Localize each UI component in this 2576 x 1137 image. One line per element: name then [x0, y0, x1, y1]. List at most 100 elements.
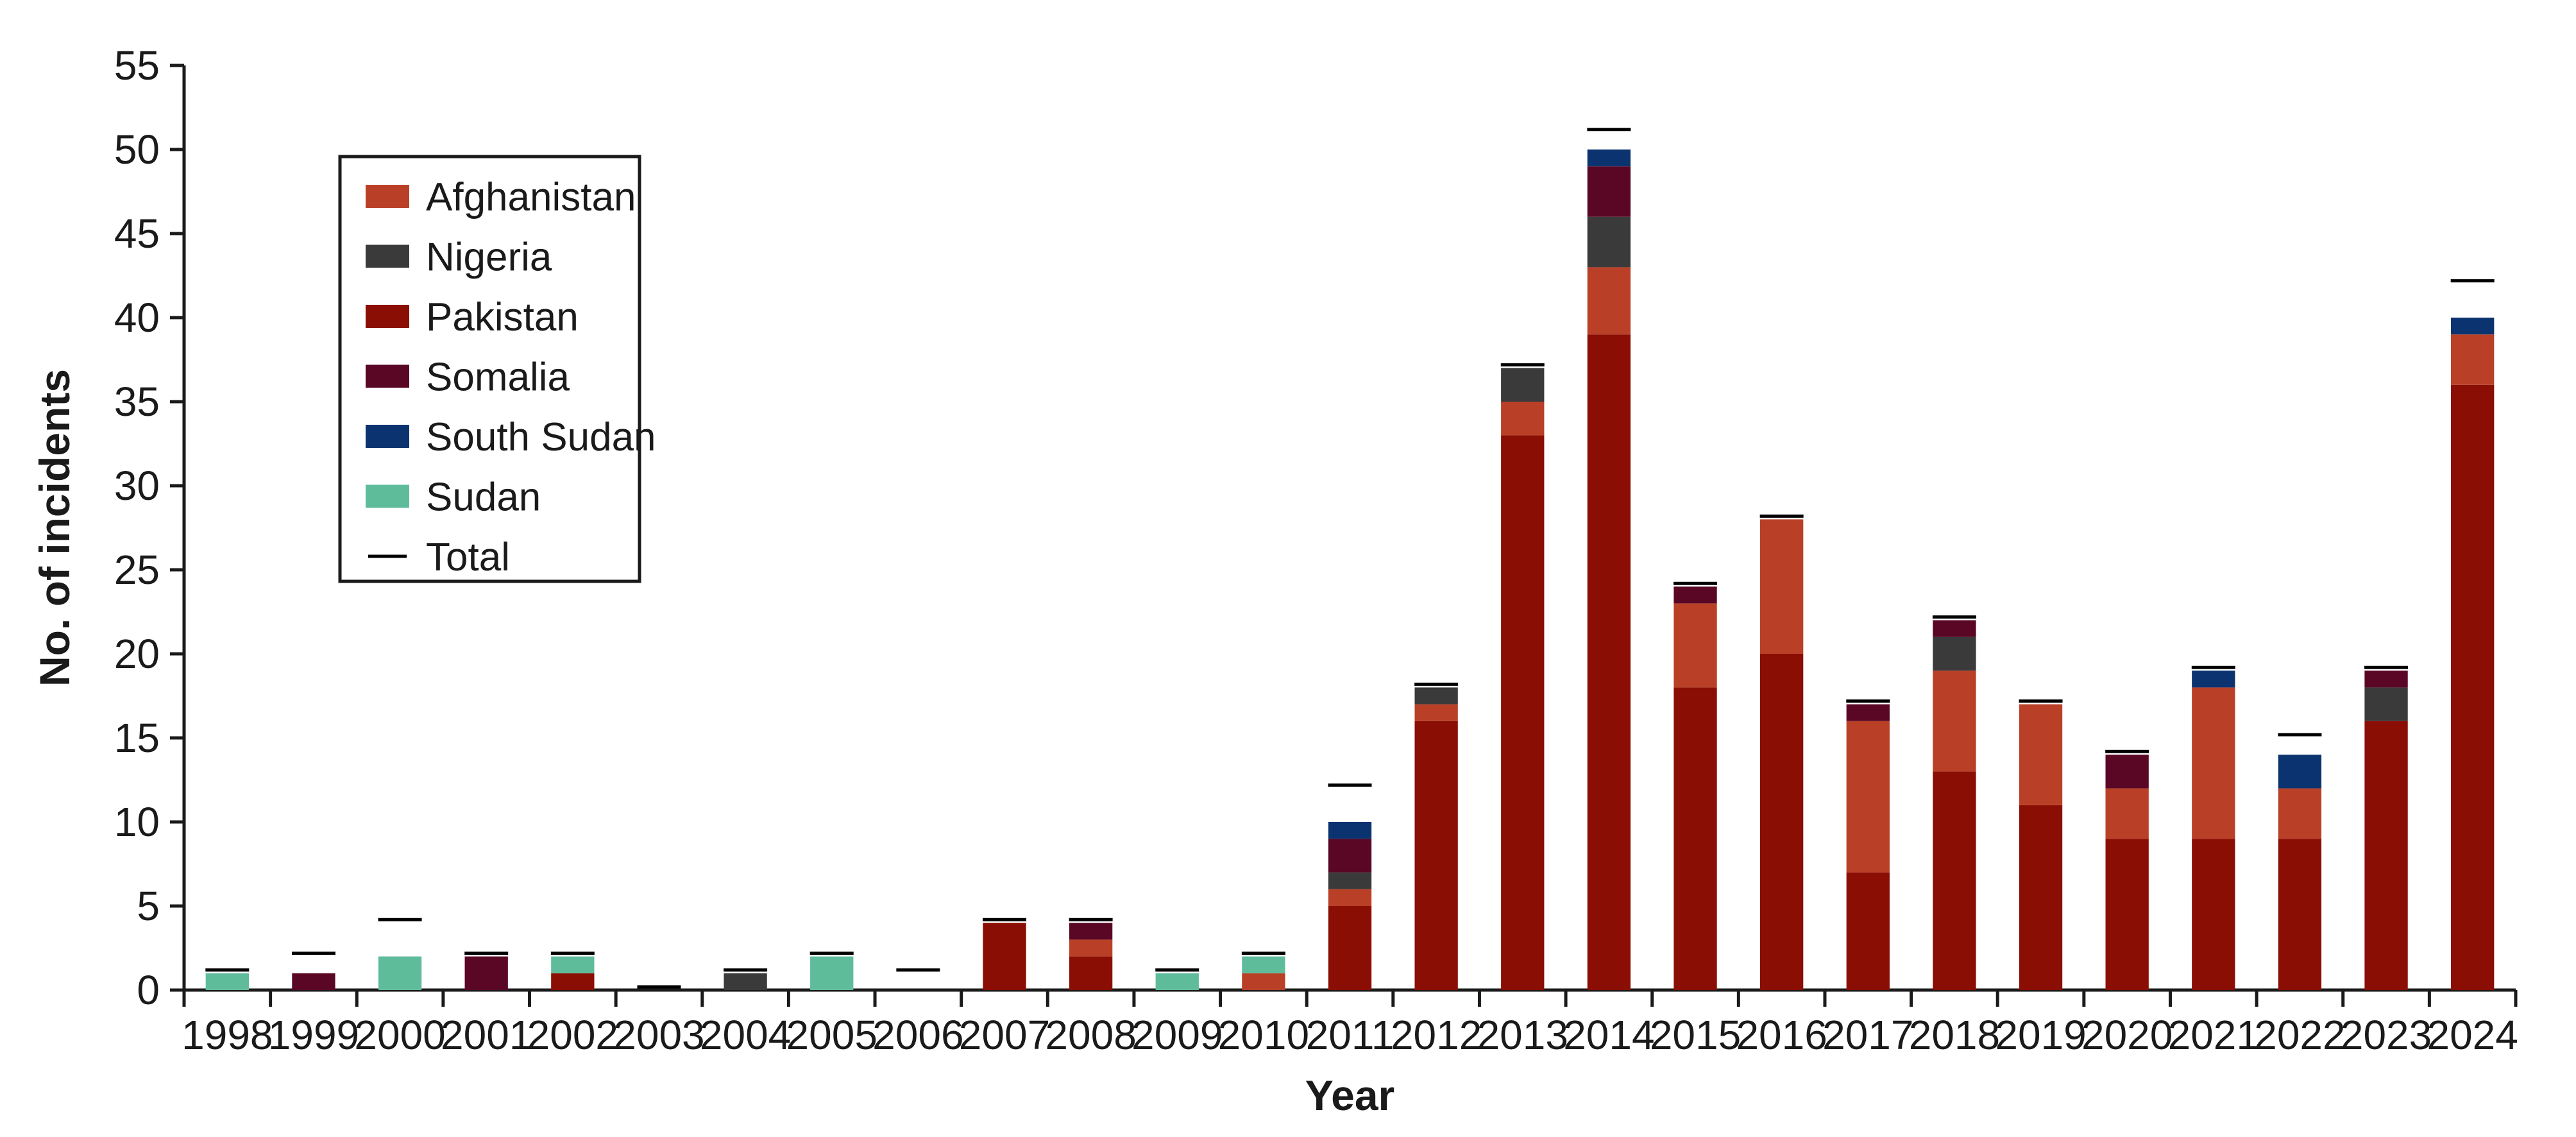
- legend-label-afghanistan: Afghanistan: [426, 175, 636, 219]
- y-axis: 0 5 10 15 20 25 30 35 40 45 50 55: [114, 42, 186, 1013]
- x-tick-label: 1999: [268, 1012, 359, 1058]
- bar-somalia-2001: [464, 956, 508, 990]
- bar-afghanistan-2017: [1846, 721, 1890, 873]
- bar-somalia-2017: [1846, 704, 1890, 721]
- x-tick-label: 2010: [1218, 1012, 1309, 1058]
- y-tick-label: 0: [137, 967, 160, 1013]
- bar-afghanistan-2019: [2019, 704, 2063, 805]
- bar-afghanistan-2012: [1414, 704, 1458, 721]
- y-tick-label: 15: [114, 715, 160, 761]
- x-tick-label: 2004: [700, 1012, 791, 1058]
- x-tick-label: 2016: [1736, 1012, 1827, 1058]
- bar-pakistan-2014: [1587, 334, 1631, 990]
- bar-somalia-2008: [1069, 923, 1113, 940]
- x-tick-label: 2023: [2341, 1012, 2432, 1058]
- bar-pakistan-2024: [2451, 384, 2495, 990]
- x-tick-label: 2002: [527, 1012, 618, 1058]
- bar-pakistan-2013: [1501, 435, 1545, 990]
- y-axis-title: No. of incidents: [31, 369, 78, 687]
- x-tick-label: 2003: [613, 1012, 704, 1058]
- bar-afghanistan-2014: [1587, 267, 1631, 335]
- bar-pakistan-2015: [1674, 687, 1717, 990]
- bar-afghanistan-2020: [2105, 788, 2149, 839]
- y-tick-label: 5: [137, 883, 160, 929]
- bar-pakistan-2020: [2105, 839, 2149, 990]
- x-tick-label: 2022: [2254, 1012, 2345, 1058]
- bar-nigeria-2018: [1933, 637, 1976, 671]
- legend-label-south-sudan: South Sudan: [426, 415, 656, 459]
- y-tick-label: 50: [114, 126, 160, 173]
- x-tick-label: 2019: [1995, 1012, 2086, 1058]
- bar-sudan-2002: [551, 956, 595, 973]
- bar-south-sudan-2014: [1587, 150, 1631, 167]
- bar-pakistan-2022: [2278, 839, 2322, 990]
- bar-pakistan-2002: [551, 973, 595, 990]
- y-tick-label: 25: [114, 547, 160, 593]
- x-axis-title: Year: [1305, 1072, 1394, 1119]
- legend-label-somalia: Somalia: [426, 355, 570, 400]
- bar-somalia-2018: [1933, 620, 1976, 637]
- bar-pakistan-2007: [983, 923, 1026, 990]
- y-tick-label: 35: [114, 379, 160, 425]
- bar-afghanistan-2022: [2278, 788, 2322, 839]
- bar-somalia-2011: [1328, 839, 1372, 873]
- legend-swatch-south-sudan: [366, 425, 409, 448]
- total-markers: [205, 128, 2495, 989]
- bar-nigeria-2023: [2364, 687, 2408, 721]
- bar-somalia-2023: [2364, 671, 2408, 688]
- x-tick-label: 2021: [2168, 1012, 2259, 1058]
- y-tick-label: 10: [114, 799, 160, 845]
- x-tick-label: 2015: [1650, 1012, 1741, 1058]
- x-tick-label: 2014: [1563, 1012, 1654, 1058]
- bar-south-sudan-2024: [2451, 318, 2495, 335]
- y-tick-label: 40: [114, 295, 160, 341]
- x-axis: 1998199920002001200220032004200520062007…: [182, 988, 2518, 1058]
- bar-sudan-2010: [1242, 956, 1285, 973]
- legend-swatch-afghanistan: [366, 185, 409, 208]
- bar-sudan-1998: [205, 973, 249, 990]
- x-tick-label: 2012: [1391, 1012, 1482, 1058]
- bar-pakistan-2012: [1414, 721, 1458, 990]
- x-tick-label: 2007: [959, 1012, 1050, 1058]
- bar-pakistan-2018: [1933, 771, 1976, 990]
- bar-afghanistan-2024: [2451, 334, 2495, 385]
- bar-afghanistan-2010: [1242, 973, 1285, 990]
- legend: Afghanistan Nigeria Pakistan Somalia South S…: [338, 155, 656, 583]
- bar-somalia-2020: [2105, 755, 2149, 789]
- bar-south-sudan-2022: [2278, 755, 2322, 789]
- x-tick-label: 2024: [2427, 1012, 2518, 1058]
- x-tick-label: 2017: [1822, 1012, 1913, 1058]
- bar-nigeria-2011: [1328, 872, 1372, 889]
- x-tick-label: 2020: [2081, 1012, 2173, 1058]
- legend-label-sudan: Sudan: [426, 475, 541, 520]
- bar-sudan-2005: [810, 956, 854, 990]
- legend-swatch-pakistan: [366, 305, 409, 328]
- x-tick-label: 2000: [354, 1012, 445, 1058]
- bar-pakistan-2019: [2019, 805, 2063, 990]
- bar-somalia-2015: [1674, 586, 1717, 604]
- bar-nigeria-2014: [1587, 216, 1631, 268]
- y-tick-label: 45: [114, 210, 160, 257]
- bar-afghanistan-2016: [1759, 519, 1804, 654]
- bar-sudan-2000: [378, 956, 422, 990]
- bar-nigeria-2013: [1501, 368, 1545, 402]
- legend-label-nigeria: Nigeria: [426, 235, 552, 280]
- bar-somalia-1999: [292, 973, 335, 990]
- bar-pakistan-2011: [1328, 906, 1372, 990]
- x-tick-label: 2013: [1477, 1012, 1568, 1058]
- bar-afghanistan-2008: [1069, 939, 1113, 957]
- x-tick-label: 2018: [1909, 1012, 2000, 1058]
- bar-pakistan-2016: [1759, 654, 1804, 990]
- legend-swatch-somalia: [366, 364, 409, 388]
- bar-somalia-2014: [1587, 166, 1631, 217]
- bar-pakistan-2021: [2192, 839, 2235, 990]
- x-tick-label: 2006: [872, 1012, 963, 1058]
- bar-afghanistan-2013: [1501, 402, 1545, 436]
- x-tick-label: 2009: [1131, 1012, 1223, 1058]
- bar-afghanistan-2021: [2192, 687, 2235, 839]
- y-tick-label: 30: [114, 463, 160, 509]
- y-tick-label: 55: [114, 42, 160, 89]
- bars: [205, 150, 2495, 990]
- bar-afghanistan-2015: [1674, 603, 1717, 688]
